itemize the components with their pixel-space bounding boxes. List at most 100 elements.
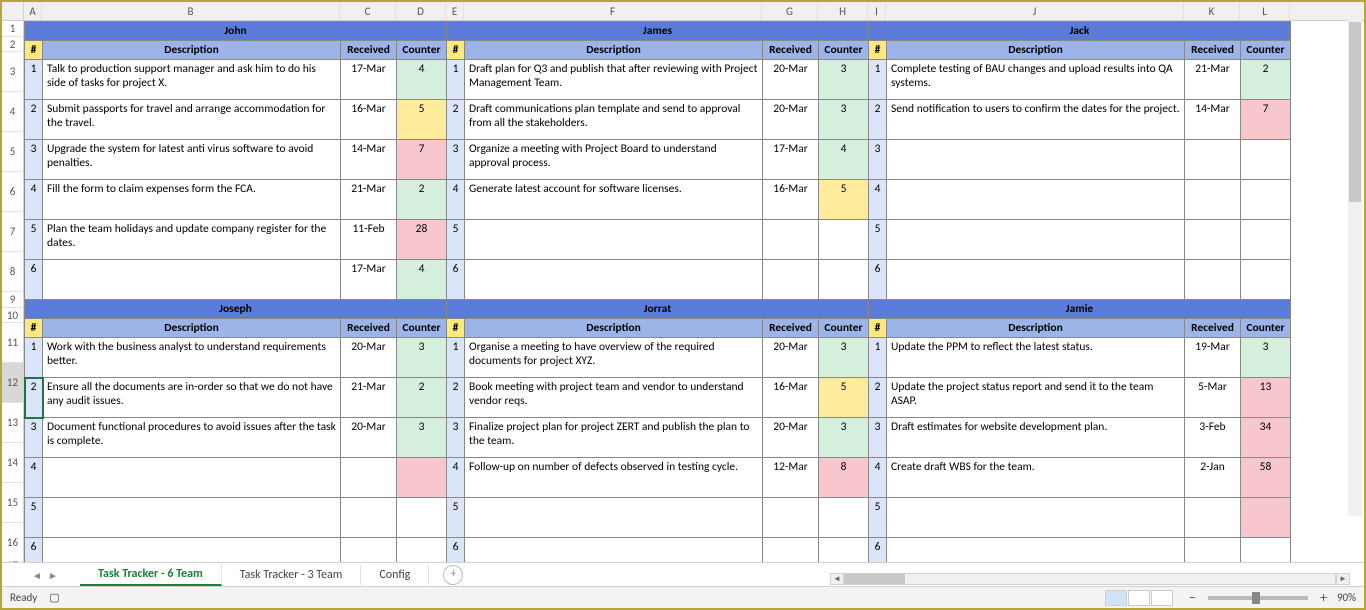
task-description-cell[interactable] bbox=[465, 498, 763, 538]
task-description-cell[interactable]: Organize a meeting with Project Board to… bbox=[465, 140, 763, 180]
task-description-cell[interactable] bbox=[887, 260, 1185, 300]
row-header[interactable]: 1 bbox=[2, 21, 23, 37]
task-description-cell[interactable]: Organise a meeting to have overview of t… bbox=[465, 338, 763, 378]
task-counter-cell[interactable]: 7 bbox=[1241, 100, 1291, 140]
task-number-cell[interactable]: 5 bbox=[25, 220, 43, 260]
column-label[interactable]: # bbox=[25, 41, 43, 60]
zoom-out-button[interactable]: − bbox=[1185, 589, 1200, 606]
task-received-cell[interactable] bbox=[1185, 180, 1241, 220]
zoom-slider-thumb[interactable] bbox=[1252, 592, 1260, 604]
task-received-cell[interactable] bbox=[763, 538, 819, 563]
task-received-cell[interactable]: 11-Feb bbox=[341, 220, 397, 260]
zoom-slider[interactable] bbox=[1208, 596, 1308, 600]
task-description-cell[interactable]: Ensure all the documents are in-order so… bbox=[43, 378, 341, 418]
task-counter-cell[interactable]: 2 bbox=[397, 180, 447, 220]
task-description-cell[interactable]: Fill the form to claim expenses form the… bbox=[43, 180, 341, 220]
task-number-cell[interactable]: 4 bbox=[447, 458, 465, 498]
tab-prev-icon[interactable]: ◄ bbox=[32, 569, 44, 581]
task-received-cell[interactable]: 21-Mar bbox=[341, 180, 397, 220]
row-header[interactable]: 14 bbox=[2, 443, 23, 483]
column-label[interactable]: Received bbox=[341, 319, 397, 338]
task-received-cell[interactable]: 21-Mar bbox=[341, 378, 397, 418]
task-counter-cell[interactable]: 3 bbox=[1241, 338, 1291, 378]
task-description-cell[interactable]: Work with the business analyst to unders… bbox=[43, 338, 341, 378]
task-number-cell[interactable]: 6 bbox=[447, 260, 465, 300]
task-received-cell[interactable] bbox=[763, 220, 819, 260]
task-number-cell[interactable]: 6 bbox=[447, 538, 465, 563]
task-counter-cell[interactable]: 5 bbox=[819, 180, 869, 220]
row-header[interactable]: 15 bbox=[2, 483, 23, 523]
task-received-cell[interactable]: 20-Mar bbox=[763, 60, 819, 100]
task-received-cell[interactable]: 2-Jan bbox=[1185, 458, 1241, 498]
column-label[interactable]: Description bbox=[43, 41, 341, 60]
task-received-cell[interactable]: 20-Mar bbox=[763, 100, 819, 140]
column-label[interactable]: Received bbox=[341, 41, 397, 60]
column-label[interactable]: Description bbox=[465, 319, 763, 338]
task-description-cell[interactable] bbox=[887, 180, 1185, 220]
task-counter-cell[interactable]: 28 bbox=[397, 220, 447, 260]
task-received-cell[interactable] bbox=[341, 458, 397, 498]
task-number-cell[interactable]: 3 bbox=[25, 140, 43, 180]
view-page-break-button[interactable] bbox=[1151, 590, 1173, 606]
column-label[interactable]: Received bbox=[763, 41, 819, 60]
task-description-cell[interactable] bbox=[43, 538, 341, 563]
column-label[interactable]: Counter bbox=[397, 319, 447, 338]
task-counter-cell[interactable] bbox=[1241, 220, 1291, 260]
column-label[interactable]: # bbox=[447, 41, 465, 60]
sheet-tab[interactable]: Config bbox=[361, 565, 429, 585]
vertical-scrollbar-thumb[interactable] bbox=[1349, 22, 1361, 202]
task-counter-cell[interactable] bbox=[1241, 180, 1291, 220]
add-sheet-button[interactable]: + bbox=[443, 565, 463, 585]
task-received-cell[interactable]: 21-Mar bbox=[1185, 60, 1241, 100]
task-number-cell[interactable]: 5 bbox=[25, 498, 43, 538]
column-header[interactable]: C bbox=[340, 2, 396, 20]
task-received-cell[interactable]: 16-Mar bbox=[341, 100, 397, 140]
task-description-cell[interactable]: Finalize project plan for project ZERT a… bbox=[465, 418, 763, 458]
sheet-tab[interactable]: Task Tracker - 3 Team bbox=[222, 565, 362, 585]
task-number-cell[interactable]: 1 bbox=[447, 338, 465, 378]
task-counter-cell[interactable]: 4 bbox=[819, 140, 869, 180]
task-received-cell[interactable] bbox=[763, 498, 819, 538]
row-header[interactable]: 9 bbox=[2, 292, 23, 308]
task-counter-cell[interactable]: 3 bbox=[819, 100, 869, 140]
column-label[interactable]: Received bbox=[763, 319, 819, 338]
column-label[interactable]: Counter bbox=[1241, 41, 1291, 60]
task-number-cell[interactable]: 1 bbox=[869, 60, 887, 100]
task-received-cell[interactable]: 20-Mar bbox=[763, 338, 819, 378]
scroll-left-button[interactable]: ◄ bbox=[830, 573, 844, 585]
task-description-cell[interactable] bbox=[465, 220, 763, 260]
task-description-cell[interactable]: Update the PPM to reflect the latest sta… bbox=[887, 338, 1185, 378]
task-received-cell[interactable]: 3-Feb bbox=[1185, 418, 1241, 458]
task-counter-cell[interactable]: 2 bbox=[397, 378, 447, 418]
task-counter-cell[interactable] bbox=[819, 498, 869, 538]
column-label[interactable]: # bbox=[869, 319, 887, 338]
task-received-cell[interactable] bbox=[763, 260, 819, 300]
task-received-cell[interactable]: 20-Mar bbox=[341, 418, 397, 458]
column-header[interactable]: F bbox=[464, 2, 762, 20]
column-label[interactable]: Counter bbox=[1241, 319, 1291, 338]
zoom-in-button[interactable]: + bbox=[1316, 589, 1331, 606]
macro-record-icon[interactable]: ▢ bbox=[49, 591, 59, 604]
task-description-cell[interactable]: Document functional procedures to avoid … bbox=[43, 418, 341, 458]
task-number-cell[interactable]: 6 bbox=[25, 538, 43, 563]
zoom-level[interactable]: 90% bbox=[1337, 591, 1356, 604]
task-number-cell[interactable]: 4 bbox=[869, 458, 887, 498]
task-received-cell[interactable]: 5-Mar bbox=[1185, 378, 1241, 418]
task-description-cell[interactable]: Draft communications plan template and s… bbox=[465, 100, 763, 140]
task-number-cell[interactable]: 2 bbox=[25, 100, 43, 140]
task-number-cell[interactable]: 4 bbox=[25, 458, 43, 498]
task-counter-cell[interactable] bbox=[1241, 538, 1291, 563]
task-number-cell[interactable]: 5 bbox=[869, 220, 887, 260]
row-header[interactable]: 16 bbox=[2, 523, 23, 563]
task-description-cell[interactable]: Complete testing of BAU changes and uplo… bbox=[887, 60, 1185, 100]
column-header[interactable]: L bbox=[1240, 2, 1290, 20]
task-counter-cell[interactable]: 3 bbox=[397, 418, 447, 458]
task-counter-cell[interactable] bbox=[1241, 140, 1291, 180]
column-label[interactable]: Counter bbox=[397, 41, 447, 60]
person-header[interactable]: John bbox=[25, 22, 447, 41]
row-header[interactable]: 11 bbox=[2, 323, 23, 363]
task-number-cell[interactable]: 2 bbox=[25, 378, 43, 418]
person-header[interactable]: Jack bbox=[869, 22, 1291, 41]
task-number-cell[interactable]: 5 bbox=[447, 498, 465, 538]
task-number-cell[interactable]: 1 bbox=[25, 60, 43, 100]
